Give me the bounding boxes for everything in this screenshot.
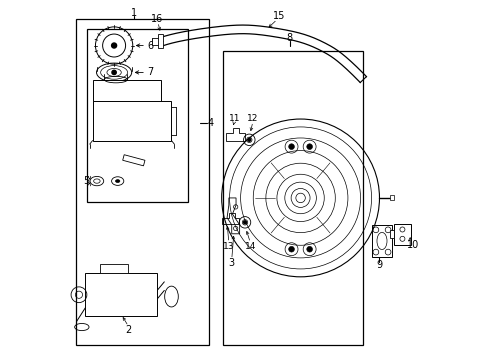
Text: 9: 9 — [376, 260, 383, 270]
Bar — [371, 225, 392, 257]
Text: 11: 11 — [228, 114, 240, 123]
Text: 2: 2 — [125, 325, 132, 335]
Bar — [152, 38, 161, 45]
Text: 4: 4 — [207, 118, 214, 128]
Circle shape — [244, 221, 246, 224]
Circle shape — [289, 144, 294, 149]
Bar — [76, 19, 209, 345]
Text: 7: 7 — [147, 67, 154, 77]
Ellipse shape — [116, 180, 120, 183]
Text: 3: 3 — [229, 258, 235, 268]
Bar — [87, 30, 188, 202]
Text: 8: 8 — [287, 33, 293, 43]
Bar — [100, 264, 128, 273]
Bar — [394, 224, 411, 244]
Text: 13: 13 — [223, 242, 235, 251]
Circle shape — [307, 144, 313, 149]
Circle shape — [112, 43, 117, 48]
Circle shape — [112, 70, 116, 75]
Circle shape — [248, 138, 251, 141]
Circle shape — [307, 246, 313, 252]
Text: 14: 14 — [245, 242, 256, 251]
Bar — [93, 101, 172, 140]
Text: 16: 16 — [151, 14, 163, 24]
Bar — [93, 80, 161, 103]
Bar — [223, 51, 364, 345]
Bar — [158, 34, 163, 48]
Text: 6: 6 — [147, 41, 153, 50]
Circle shape — [289, 246, 294, 252]
Bar — [390, 195, 394, 201]
Text: 5: 5 — [83, 176, 90, 186]
Text: 1: 1 — [131, 8, 137, 18]
Bar — [390, 230, 394, 238]
Text: 12: 12 — [247, 114, 259, 123]
Bar — [85, 273, 157, 316]
Text: 15: 15 — [273, 11, 285, 21]
Text: 10: 10 — [407, 239, 419, 249]
